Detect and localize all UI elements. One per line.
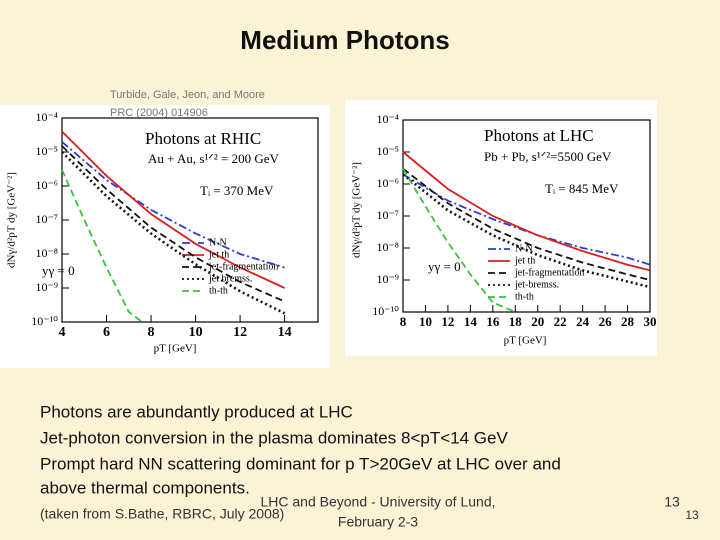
citation: PRC (2004) 014906: [110, 107, 208, 119]
annotation: yγ = 0: [42, 263, 75, 278]
bullet: Jet-photon conversion in the plasma domi…: [40, 428, 508, 447]
series-line: [61, 145, 285, 303]
series-line: [61, 169, 143, 323]
x-tick-label: 6: [103, 325, 110, 340]
y-axis-label: dNγ/d²pT dy [GeV⁻²]: [351, 162, 363, 258]
annotation: yγ = 0: [428, 259, 461, 274]
series-line: [61, 130, 285, 289]
legend-label: jet-fragmentation: [514, 267, 584, 278]
y-tick-label: 10⁻¹⁰: [372, 304, 399, 318]
series-line: [402, 167, 651, 281]
x-tick-label: 12: [441, 314, 454, 329]
legend-label: jet th: [514, 255, 535, 266]
legend-label: th-th: [515, 291, 534, 302]
legend-label: N-N: [209, 237, 227, 248]
series-line: [61, 151, 286, 315]
y-tick-label: 10⁻⁸: [35, 246, 58, 260]
legend-label: N-N: [515, 243, 533, 254]
x-tick-label: 18: [509, 314, 523, 329]
legend-label: th-th: [209, 285, 228, 296]
x-axis-label: pT [GeV]: [154, 343, 197, 355]
x-tick-label: 4: [59, 325, 66, 340]
footer-source: (taken from S.Bathe, RBRC, July 2008): [40, 506, 284, 522]
x-tick-label: 10: [419, 314, 432, 329]
annotation: Tᵢ = 845 MeV: [545, 181, 619, 196]
x-tick-label: 14: [464, 314, 478, 329]
y-tick-label: 10⁻¹⁰: [31, 314, 58, 328]
y-tick-label: 10⁻⁷: [35, 212, 58, 226]
citation: Turbide, Gale, Jeon, and Moore: [110, 89, 265, 101]
legend-label: jet th: [208, 249, 229, 260]
y-tick-label: 10⁻⁸: [376, 240, 399, 254]
legend-label: jet bremss.: [208, 273, 252, 284]
series-line: [402, 168, 516, 313]
y-tick-label: 10⁻⁷: [376, 208, 399, 222]
slide-title: Medium Photons: [240, 25, 449, 55]
right-panel: [345, 100, 657, 356]
x-tick-label: 10: [189, 325, 203, 340]
page-number: 13: [664, 494, 680, 510]
x-tick-label: 26: [599, 314, 613, 329]
y-tick-label: 10⁻⁴: [35, 110, 58, 124]
bullet: Photons are abundantly produced at LHC: [40, 402, 353, 421]
x-tick-label: 14: [278, 325, 292, 340]
page-number: 13: [685, 508, 699, 522]
footer-date: February 2-3: [338, 514, 418, 530]
x-tick-label: 20: [531, 314, 544, 329]
annotation: Tᵢ = 370 MeV: [200, 183, 274, 198]
y-tick-label: 10⁻⁵: [35, 144, 58, 158]
y-tick-label: 10⁻⁴: [376, 112, 399, 126]
y-tick-label: 10⁻⁶: [35, 178, 58, 192]
chart-title: Photons at LHC: [484, 126, 594, 145]
y-tick-label: 10⁻⁵: [376, 144, 399, 158]
series-line: [402, 173, 651, 289]
x-tick-label: 8: [400, 314, 407, 329]
x-tick-label: 12: [233, 325, 247, 340]
chart-title: Photons at RHIC: [145, 129, 261, 148]
series-line: [402, 151, 651, 272]
y-tick-label: 10⁻⁶: [376, 176, 399, 190]
series-line: [61, 141, 285, 269]
y-axis-label: dNγ/d²pT dy [GeV⁻²]: [6, 172, 18, 268]
footer-event: LHC and Beyond - University of Lund,: [260, 494, 495, 510]
bullet: Prompt hard NN scattering dominant for p…: [40, 454, 561, 473]
x-tick-label: 30: [644, 314, 657, 329]
x-axis-label: pT [GeV]: [504, 335, 547, 347]
x-tick-label: 24: [576, 314, 590, 329]
y-tick-label: 10⁻⁹: [35, 280, 58, 294]
x-tick-label: 8: [148, 325, 155, 340]
x-tick-label: 28: [621, 314, 635, 329]
y-tick-label: 10⁻⁹: [376, 272, 399, 286]
bullet: above thermal components.: [40, 478, 250, 497]
annotation: Au + Au, s¹ᐟ² = 200 GeV: [148, 151, 279, 166]
legend-label: jet-bremss.: [514, 279, 559, 290]
annotation: Pb + Pb, s¹ᐟ²=5500 GeV: [484, 149, 612, 164]
legend-label: jet-fragmentation: [208, 261, 278, 272]
x-tick-label: 22: [554, 314, 567, 329]
x-tick-label: 16: [486, 314, 500, 329]
